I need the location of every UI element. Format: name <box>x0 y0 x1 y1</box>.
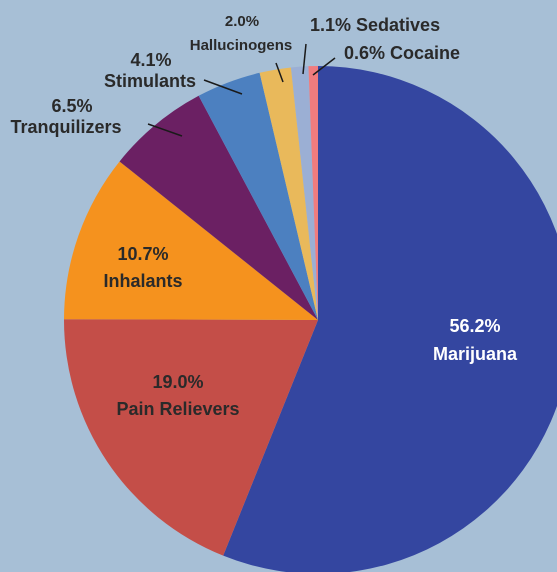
pie-slice-hallucinogens <box>259 67 318 320</box>
slice-value-label-tranquilizers: 6.5% <box>51 96 92 116</box>
slice-category-label-stimulants: Stimulants <box>104 71 196 91</box>
pie-slice-tranquilizers <box>119 95 318 320</box>
pie-slice-pain-relievers <box>63 319 318 556</box>
slice-category-label-inhalants: Inhalants <box>103 271 182 291</box>
slice-category-label-hallucinogens: Hallucinogens <box>190 37 293 54</box>
slice-value-label-marijuana: 56.2% <box>449 316 500 336</box>
pie-slice-stimulants <box>198 72 318 320</box>
slice-category-label-pain-relievers: Pain Relievers <box>116 399 239 419</box>
slice-category-label-marijuana: Marijuana <box>433 344 518 364</box>
slice-value-label-hallucinogens: 2.0% <box>225 13 259 30</box>
slice-category-label-tranquilizers: Tranquilizers <box>10 117 121 137</box>
slice-label-sedatives: 1.1% Sedatives <box>310 15 440 35</box>
leader-line-stimulants <box>203 79 243 95</box>
leader-line-cocaine <box>312 57 336 76</box>
leader-line-sedatives <box>302 43 307 75</box>
leader-line-tranquilizers <box>147 123 183 137</box>
leader-line-hallucinogens <box>275 62 284 83</box>
slice-value-label-pain-relievers: 19.0% <box>152 372 203 392</box>
pie-slice-inhalants <box>64 161 318 320</box>
pie-slice-marijuana <box>223 66 557 572</box>
slice-label-cocaine: 0.6% Cocaine <box>344 43 460 63</box>
slice-value-label-inhalants: 10.7% <box>117 244 168 264</box>
pie-slice-cocaine <box>308 66 318 320</box>
pie-slice-sedatives <box>290 66 318 321</box>
slice-value-label-stimulants: 4.1% <box>130 50 171 70</box>
